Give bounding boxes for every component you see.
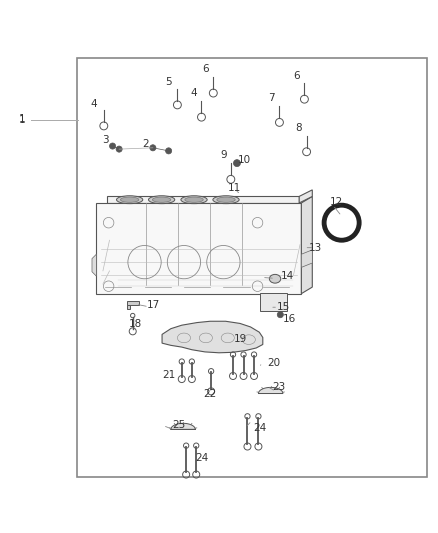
Text: 25: 25 [172, 421, 185, 431]
Ellipse shape [217, 197, 235, 203]
Circle shape [150, 145, 156, 151]
Ellipse shape [269, 274, 281, 283]
Circle shape [110, 143, 116, 149]
Text: 5: 5 [165, 77, 172, 87]
Ellipse shape [117, 196, 143, 204]
Ellipse shape [185, 197, 203, 203]
Ellipse shape [213, 196, 239, 204]
Text: 6: 6 [293, 70, 300, 80]
Circle shape [166, 148, 172, 154]
Text: 1: 1 [18, 115, 25, 125]
Text: 17: 17 [147, 300, 160, 310]
Polygon shape [107, 197, 299, 203]
Text: 11: 11 [228, 183, 241, 193]
Text: 19: 19 [233, 334, 247, 344]
Bar [77, 59, 427, 477]
Text: 4: 4 [91, 99, 98, 109]
Text: 6: 6 [202, 64, 209, 75]
Polygon shape [96, 203, 301, 294]
Polygon shape [127, 301, 139, 304]
Text: 9: 9 [220, 150, 227, 160]
Text: 21: 21 [162, 370, 175, 380]
Polygon shape [92, 254, 96, 276]
Ellipse shape [120, 197, 139, 203]
Circle shape [233, 159, 240, 167]
Text: 3: 3 [102, 135, 109, 145]
Circle shape [277, 312, 283, 318]
Polygon shape [299, 190, 312, 203]
Text: 13: 13 [309, 243, 322, 253]
Polygon shape [301, 250, 312, 268]
Text: 18: 18 [129, 319, 142, 329]
Polygon shape [162, 321, 263, 353]
Polygon shape [127, 304, 130, 309]
Text: 23: 23 [272, 382, 286, 392]
Ellipse shape [148, 196, 175, 204]
Circle shape [116, 146, 122, 152]
Text: 10: 10 [238, 155, 251, 165]
Text: 16: 16 [283, 313, 296, 324]
Text: 24: 24 [254, 423, 267, 433]
Text: 24: 24 [196, 453, 209, 463]
Polygon shape [258, 387, 283, 393]
Text: 8: 8 [295, 123, 302, 133]
Text: 15: 15 [277, 302, 290, 312]
Text: 12: 12 [330, 197, 343, 207]
Text: 14: 14 [281, 271, 294, 281]
Text: 7: 7 [268, 93, 275, 103]
Text: 22: 22 [204, 389, 217, 399]
Polygon shape [301, 197, 312, 294]
Text: 4: 4 [191, 88, 198, 99]
Text: 20: 20 [267, 358, 280, 368]
Ellipse shape [152, 197, 171, 203]
FancyBboxPatch shape [260, 293, 287, 311]
Text: 1: 1 [18, 115, 25, 124]
Polygon shape [171, 423, 195, 430]
Text: 2: 2 [142, 139, 149, 149]
Ellipse shape [181, 196, 207, 204]
